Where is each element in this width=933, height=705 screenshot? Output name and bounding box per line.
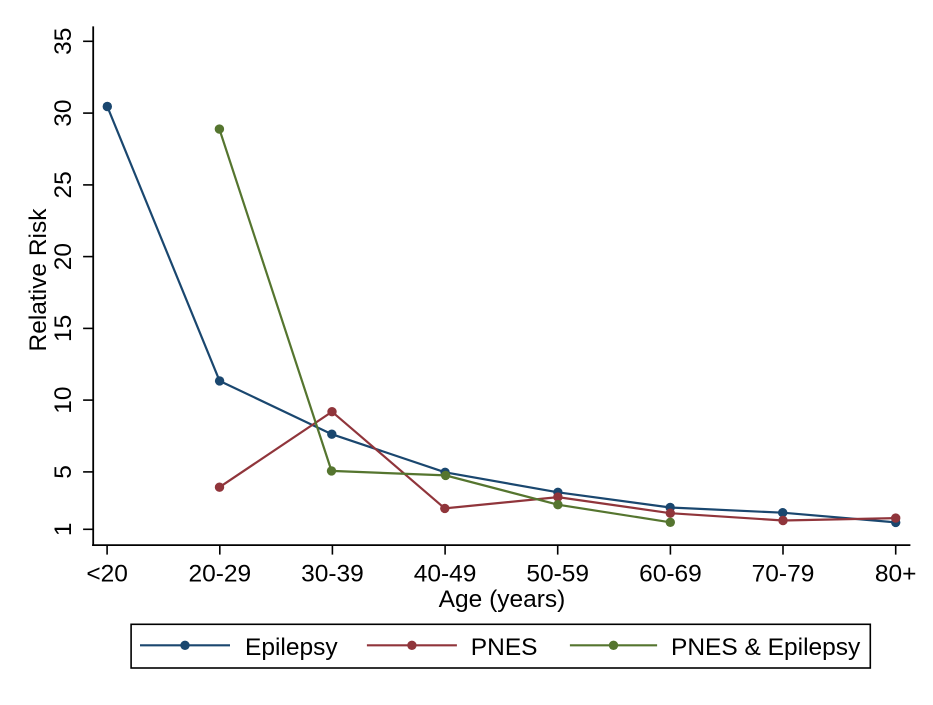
svg-text:50-59: 50-59 [526,561,589,588]
svg-text:Age (years): Age (years) [439,586,566,613]
svg-text:30: 30 [50,99,77,126]
svg-text:<20: <20 [86,561,128,588]
svg-text:PNES: PNES [471,634,538,661]
svg-text:Relative Risk: Relative Risk [25,208,52,352]
svg-text:30-39: 30-39 [301,561,364,588]
svg-text:PNES & Epilepsy: PNES & Epilepsy [671,634,861,661]
svg-text:20: 20 [50,243,77,270]
svg-text:10: 10 [50,386,77,413]
svg-text:15: 15 [50,315,77,342]
svg-text:80+: 80+ [875,561,917,588]
svg-text:60-69: 60-69 [639,561,702,588]
svg-text:5: 5 [50,465,77,479]
svg-text:Epilepsy: Epilepsy [245,634,338,661]
svg-text:20-29: 20-29 [188,561,251,588]
svg-text:70-79: 70-79 [752,561,815,588]
svg-text:40-49: 40-49 [414,561,477,588]
svg-text:25: 25 [50,171,77,198]
svg-text:1: 1 [50,522,77,536]
svg-text:35: 35 [50,28,77,55]
